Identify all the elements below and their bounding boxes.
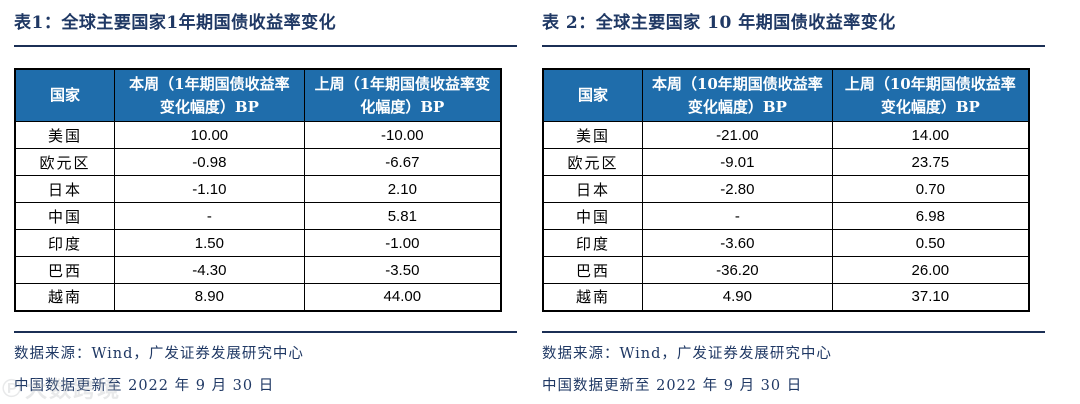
table2-title: 表 2：全球主要国家 10 年期国债收益率变化: [542, 13, 896, 33]
value-cell: -2.80: [642, 175, 833, 203]
value-cell: 8.90: [114, 283, 305, 311]
table2-body: 美国 -21.00 14.00 欧元区 -9.01 23.75 日本 -2.80 0.70 中国 -…: [542, 121, 1030, 311]
value-cell: 4.90: [642, 283, 833, 311]
table1-panel: 表1：全球主要国家1年期国债收益率变化 国家 本周（1年期国债收益率变化幅度）B…: [14, 10, 517, 395]
value-cell: 37.10: [831, 283, 1030, 311]
value-cell: -6.67: [303, 148, 502, 176]
table-row: 印度 -3.60 0.50: [542, 229, 1030, 257]
table-row: 欧元区 -0.98 -6.67: [14, 148, 502, 176]
table1-update-note: 中国数据更新至 2022 年 9 月 30 日: [14, 377, 275, 394]
value-cell: 10.00: [114, 121, 305, 149]
country-cell: 美国: [542, 121, 644, 149]
table1-header-last-week: 上周（1年期国债收益率变化幅度）BP: [303, 68, 502, 122]
table-row: 印度 1.50 -1.00: [14, 229, 502, 257]
table-row: 欧元区 -9.01 23.75: [542, 148, 1030, 176]
value-cell: -0.98: [114, 148, 305, 176]
value-cell: 23.75: [831, 148, 1030, 176]
table1-header-country: 国家: [14, 68, 116, 122]
table-row: 越南 8.90 44.00: [14, 283, 502, 311]
table1-header-row: 国家 本周（1年期国债收益率变化幅度）BP 上周（1年期国债收益率变化幅度）BP: [14, 68, 502, 122]
country-cell: 巴西: [14, 256, 116, 284]
country-cell: 美国: [14, 121, 116, 149]
table2-panel: 表 2：全球主要国家 10 年期国债收益率变化 国家 本周（10年期国债收益率变…: [542, 10, 1045, 395]
table2-title-rule: [542, 45, 1045, 47]
value-cell: 44.00: [303, 283, 502, 311]
value-cell: 2.10: [303, 175, 502, 203]
country-cell: 巴西: [542, 256, 644, 284]
value-cell: -1.10: [114, 175, 305, 203]
table1-title-rule: [14, 45, 517, 47]
value-cell: -21.00: [642, 121, 833, 149]
table2-header-country: 国家: [542, 68, 644, 122]
country-cell: 欧元区: [14, 148, 116, 176]
value-cell: -3.50: [303, 256, 502, 284]
country-cell: 欧元区: [542, 148, 644, 176]
value-cell: -1.00: [303, 229, 502, 257]
value-cell: -3.60: [642, 229, 833, 257]
table-row: 日本 -1.10 2.10: [14, 175, 502, 203]
value-cell: 0.50: [831, 229, 1030, 257]
table-row: 美国 -21.00 14.00: [542, 121, 1030, 149]
table-row: 美国 10.00 -10.00: [14, 121, 502, 149]
table1-title: 表1：全球主要国家1年期国债收益率变化: [14, 13, 337, 33]
table-row: 巴西 -36.20 26.00: [542, 256, 1030, 284]
value-cell: -10.00: [303, 121, 502, 149]
table2-header-row: 国家 本周（10年期国债收益率变化幅度）BP 上周（10年期国债收益率变化幅度）…: [542, 68, 1030, 122]
table-row: 越南 4.90 37.10: [542, 283, 1030, 311]
table2-bond-yield-10y: 国家 本周（10年期国债收益率变化幅度）BP 上周（10年期国债收益率变化幅度）…: [542, 68, 1030, 312]
country-cell: 日本: [14, 175, 116, 203]
value-cell: -9.01: [642, 148, 833, 176]
value-cell: 14.00: [831, 121, 1030, 149]
table-row: 中国 -6.98: [542, 202, 1030, 230]
value-cell: 6.98: [831, 202, 1030, 230]
value-cell: -: [642, 202, 833, 230]
country-cell: 中国: [542, 202, 644, 230]
table1-header-this-week: 本周（1年期国债收益率变化幅度）BP: [114, 68, 305, 122]
table1-body: 美国 10.00 -10.00 欧元区 -0.98 -6.67 日本 -1.10 2.10 中国 -…: [14, 121, 502, 311]
value-cell: 5.81: [303, 202, 502, 230]
table1-bottom-rule: [14, 330, 517, 333]
country-cell: 日本: [542, 175, 644, 203]
country-cell: 越南: [14, 283, 116, 311]
country-cell: 中国: [14, 202, 116, 230]
table2-bottom-rule: [542, 330, 1045, 333]
value-cell: 26.00: [831, 256, 1030, 284]
table-row: 巴西 -4.30 -3.50: [14, 256, 502, 284]
table2-source: 数据来源：Wind，广发证券发展研究中心: [542, 345, 832, 362]
country-cell: 印度: [14, 229, 116, 257]
table2-header-this-week: 本周（10年期国债收益率变化幅度）BP: [642, 68, 833, 122]
table-row: 日本 -2.80 0.70: [542, 175, 1030, 203]
value-cell: -4.30: [114, 256, 305, 284]
table1-bond-yield-1y: 国家 本周（1年期国债收益率变化幅度）BP 上周（1年期国债收益率变化幅度）BP…: [14, 68, 502, 312]
value-cell: -36.20: [642, 256, 833, 284]
value-cell: -: [114, 202, 305, 230]
table2-header-last-week: 上周（10年期国债收益率变化幅度）BP: [831, 68, 1030, 122]
table1-source: 数据来源：Wind，广发证券发展研究中心: [14, 345, 304, 362]
country-cell: 印度: [542, 229, 644, 257]
table2-update-note: 中国数据更新至 2022 年 9 月 30 日: [542, 377, 803, 394]
value-cell: 1.50: [114, 229, 305, 257]
country-cell: 越南: [542, 283, 644, 311]
table-row: 中国 -5.81: [14, 202, 502, 230]
value-cell: 0.70: [831, 175, 1030, 203]
